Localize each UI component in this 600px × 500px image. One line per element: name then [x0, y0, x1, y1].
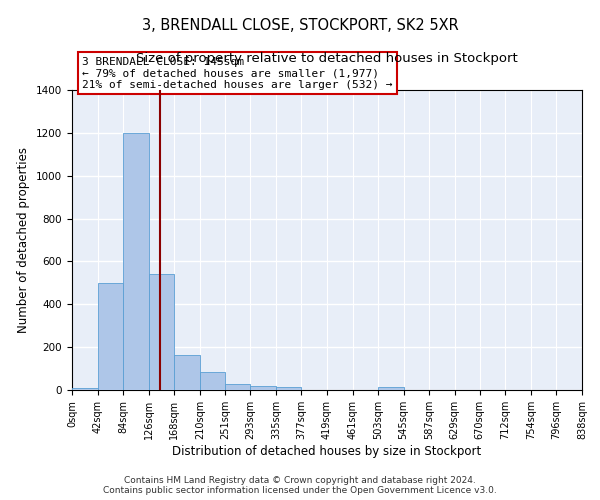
- Bar: [149, 274, 174, 390]
- Bar: [123, 133, 149, 390]
- Title: Size of property relative to detached houses in Stockport: Size of property relative to detached ho…: [136, 52, 518, 65]
- Y-axis label: Number of detached properties: Number of detached properties: [17, 147, 31, 333]
- Bar: [98, 283, 123, 390]
- Bar: [72, 388, 98, 390]
- Text: 3, BRENDALL CLOSE, STOCKPORT, SK2 5XR: 3, BRENDALL CLOSE, STOCKPORT, SK2 5XR: [142, 18, 458, 32]
- Bar: [225, 384, 250, 390]
- Bar: [378, 387, 404, 390]
- Bar: [174, 354, 200, 390]
- Bar: [276, 387, 301, 390]
- Bar: [250, 386, 276, 390]
- Text: Contains HM Land Registry data © Crown copyright and database right 2024.
Contai: Contains HM Land Registry data © Crown c…: [103, 476, 497, 495]
- X-axis label: Distribution of detached houses by size in Stockport: Distribution of detached houses by size …: [172, 444, 482, 458]
- Text: 3 BRENDALL CLOSE: 145sqm
← 79% of detached houses are smaller (1,977)
21% of sem: 3 BRENDALL CLOSE: 145sqm ← 79% of detach…: [82, 57, 392, 90]
- Bar: [200, 372, 225, 390]
